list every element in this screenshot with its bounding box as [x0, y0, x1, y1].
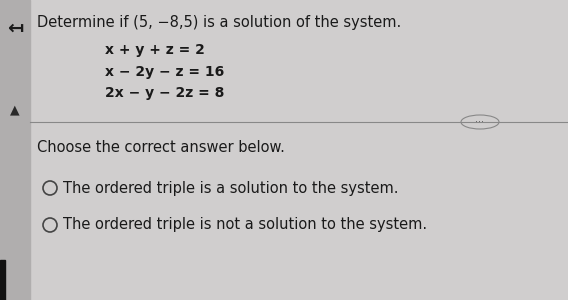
Text: Determine if (5, −8,5) is a solution of the system.: Determine if (5, −8,5) is a solution of …: [37, 14, 401, 29]
Text: 2x − y − 2z = 8: 2x − y − 2z = 8: [105, 86, 224, 100]
Text: ↤: ↤: [7, 19, 23, 38]
Text: x + y + z = 2: x + y + z = 2: [105, 43, 205, 57]
Text: ···: ···: [475, 117, 485, 127]
Bar: [0, 0, 30, 300]
Text: The ordered triple is a solution to the system.: The ordered triple is a solution to the …: [63, 181, 399, 196]
Text: The ordered triple is not a solution to the system.: The ordered triple is not a solution to …: [63, 218, 427, 232]
Ellipse shape: [461, 115, 499, 129]
Circle shape: [43, 181, 57, 195]
Bar: [0, 260, 5, 300]
Circle shape: [43, 218, 57, 232]
Text: Choose the correct answer below.: Choose the correct answer below.: [37, 140, 285, 155]
Text: x − 2y − z = 16: x − 2y − z = 16: [105, 65, 224, 79]
Text: ▲: ▲: [10, 103, 20, 116]
